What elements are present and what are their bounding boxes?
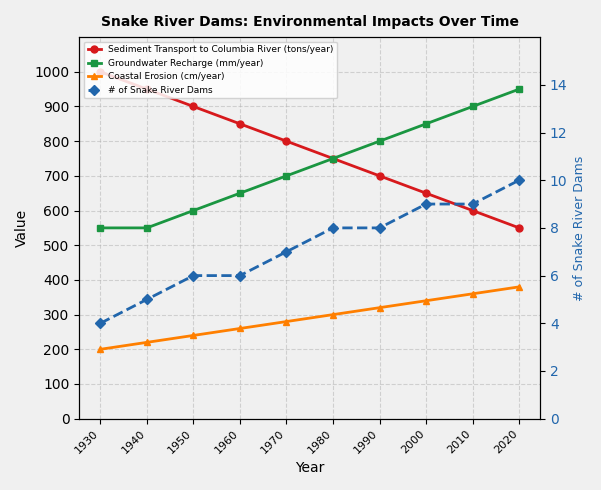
# of Snake River Dams [376, 225, 383, 231]
# of Snake River Dams [329, 225, 337, 231]
Legend: Sediment Transport to Columbia River (tons/year), Groundwater Recharge (mm/year): Sediment Transport to Columbia River (to… [84, 42, 337, 98]
# of Snake River Dams [143, 296, 150, 302]
Y-axis label: Value: Value [15, 209, 29, 247]
Sediment Transport to Columbia River (tons/year) [97, 69, 104, 75]
Sediment Transport to Columbia River (tons/year) [423, 190, 430, 196]
Groundwater Recharge (mm/year) [283, 173, 290, 179]
X-axis label: Year: Year [295, 461, 325, 475]
Title: Snake River Dams: Environmental Impacts Over Time: Snake River Dams: Environmental Impacts … [101, 15, 519, 29]
Coastal Erosion (cm/year) [516, 284, 523, 290]
Coastal Erosion (cm/year) [97, 346, 104, 352]
# of Snake River Dams [469, 201, 476, 207]
Sediment Transport to Columbia River (tons/year) [236, 121, 243, 127]
Sediment Transport to Columbia River (tons/year) [516, 225, 523, 231]
Sediment Transport to Columbia River (tons/year) [376, 173, 383, 179]
# of Snake River Dams [97, 320, 104, 326]
Line: Coastal Erosion (cm/year): Coastal Erosion (cm/year) [97, 283, 523, 353]
Line: Groundwater Recharge (mm/year): Groundwater Recharge (mm/year) [97, 86, 523, 231]
Groundwater Recharge (mm/year) [376, 138, 383, 144]
Groundwater Recharge (mm/year) [236, 190, 243, 196]
Coastal Erosion (cm/year) [469, 291, 476, 297]
Groundwater Recharge (mm/year) [329, 156, 337, 162]
# of Snake River Dams [283, 249, 290, 255]
# of Snake River Dams [423, 201, 430, 207]
Groundwater Recharge (mm/year) [423, 121, 430, 127]
Coastal Erosion (cm/year) [376, 305, 383, 311]
Coastal Erosion (cm/year) [143, 340, 150, 345]
Line: # of Snake River Dams: # of Snake River Dams [97, 177, 523, 327]
# of Snake River Dams [516, 177, 523, 183]
Sediment Transport to Columbia River (tons/year) [143, 86, 150, 92]
Groundwater Recharge (mm/year) [97, 225, 104, 231]
Groundwater Recharge (mm/year) [516, 86, 523, 92]
Sediment Transport to Columbia River (tons/year) [469, 208, 476, 214]
Sediment Transport to Columbia River (tons/year) [283, 138, 290, 144]
Coastal Erosion (cm/year) [329, 312, 337, 318]
Y-axis label: # of Snake River Dams: # of Snake River Dams [573, 155, 586, 300]
Sediment Transport to Columbia River (tons/year) [190, 103, 197, 109]
Coastal Erosion (cm/year) [190, 333, 197, 339]
Coastal Erosion (cm/year) [423, 298, 430, 304]
Coastal Erosion (cm/year) [236, 325, 243, 331]
Groundwater Recharge (mm/year) [190, 208, 197, 214]
# of Snake River Dams [190, 272, 197, 278]
Sediment Transport to Columbia River (tons/year) [329, 156, 337, 162]
Groundwater Recharge (mm/year) [469, 103, 476, 109]
Line: Sediment Transport to Columbia River (tons/year): Sediment Transport to Columbia River (to… [97, 68, 523, 231]
Groundwater Recharge (mm/year) [143, 225, 150, 231]
Coastal Erosion (cm/year) [283, 318, 290, 324]
# of Snake River Dams [236, 272, 243, 278]
